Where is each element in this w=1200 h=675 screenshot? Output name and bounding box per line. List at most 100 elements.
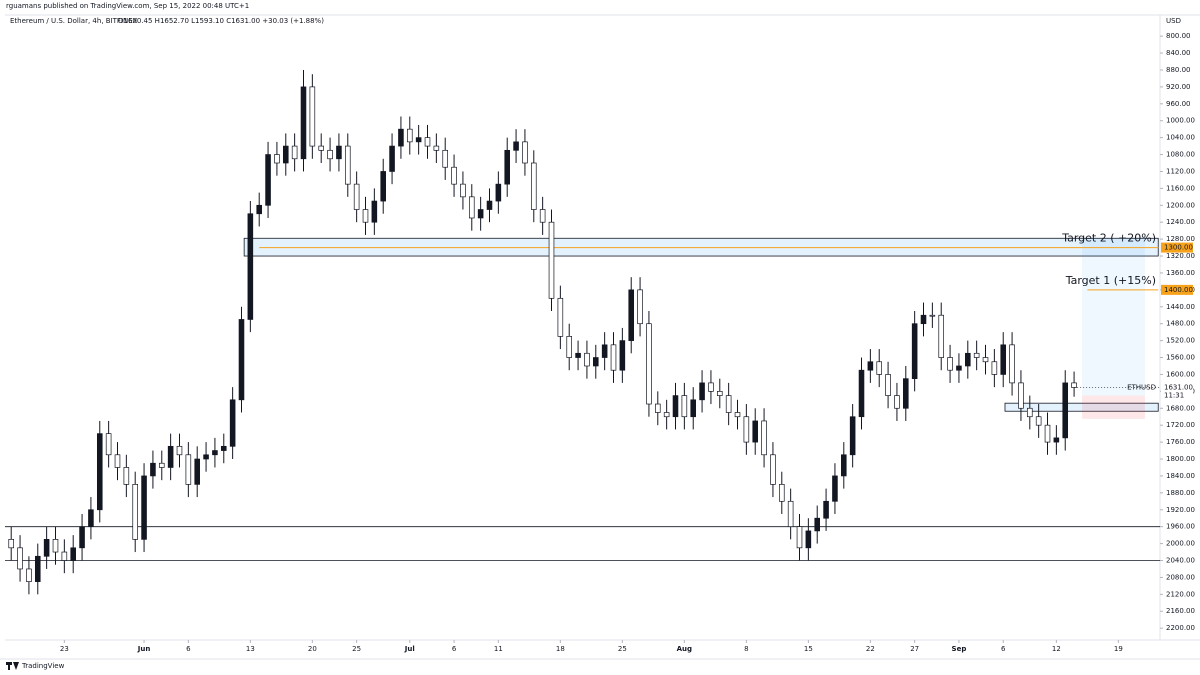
target-badge-label: 1400.00	[1164, 286, 1193, 294]
candle-body	[256, 204, 262, 215]
candle-body	[1062, 382, 1069, 439]
candle-body	[885, 374, 891, 396]
candle-body	[947, 357, 953, 371]
candle-body	[1035, 416, 1042, 426]
x-tick-label: 6	[452, 645, 457, 653]
candle-body	[593, 357, 599, 367]
candle-body	[575, 352, 581, 358]
candle-body	[1044, 424, 1051, 443]
x-tick-label: 8	[744, 645, 748, 653]
candle-body	[79, 526, 85, 549]
candle-body	[911, 323, 918, 380]
candle-body	[238, 319, 245, 401]
target-badge-label: 1300.00	[1164, 244, 1193, 252]
candle-body	[327, 149, 333, 160]
candle-body	[158, 462, 165, 468]
candle-body	[17, 547, 23, 570]
position-loss	[1082, 395, 1145, 419]
y-tick-label: 2120.00	[1166, 590, 1195, 598]
candle-body	[132, 484, 138, 540]
x-tick-label: 19	[1114, 645, 1123, 653]
candle-body	[1027, 407, 1033, 418]
candle-body	[477, 209, 484, 219]
price-badge-label: 1631.00	[1164, 384, 1193, 392]
candle-body	[442, 149, 448, 168]
candle-body	[229, 399, 236, 447]
candle-body	[318, 145, 324, 151]
candle-body	[965, 352, 971, 367]
candle-body	[823, 500, 829, 519]
y-tick-label: 1800.00	[1166, 455, 1195, 463]
candle-body	[929, 314, 936, 317]
candle-body	[991, 361, 998, 375]
logo	[6, 662, 19, 670]
candle-body	[150, 462, 156, 477]
y-tick-label: 1600.00	[1166, 370, 1195, 378]
candle-body	[380, 171, 386, 202]
candle-body	[247, 213, 254, 320]
candle-body	[185, 454, 192, 485]
candle-body	[663, 412, 670, 418]
y-tick-label: 1000.00	[1166, 117, 1195, 125]
candle-body	[176, 445, 183, 456]
candle-body	[681, 395, 688, 418]
candle-body	[61, 551, 68, 561]
candle-body	[309, 86, 316, 147]
candle-body	[530, 162, 537, 210]
candle-body	[973, 352, 980, 358]
y-tick-label: 2160.00	[1166, 607, 1195, 615]
target-label: Target 2 ( +20%)	[1061, 232, 1156, 245]
price-badge	[1161, 382, 1193, 400]
y-tick-label: 1760.00	[1166, 438, 1195, 446]
y-tick-label: 1440.00	[1166, 303, 1195, 311]
y-tick-label: 1320.00	[1166, 252, 1195, 260]
x-tick-label: 15	[804, 645, 813, 653]
y-tick-label: 960.00	[1166, 100, 1191, 108]
candle-body	[832, 475, 838, 502]
y-tick-label: 2080.00	[1166, 573, 1195, 581]
price-countdown: 11:31	[1164, 392, 1184, 400]
candle-body	[495, 183, 502, 202]
candle-body	[1053, 437, 1060, 443]
candle-body	[787, 500, 794, 528]
candle-body	[566, 336, 572, 358]
candle-body	[167, 445, 174, 468]
candle-body	[43, 539, 50, 557]
candle-body	[690, 399, 697, 418]
y-tick-label: 1240.00	[1166, 218, 1195, 226]
candle-body	[849, 416, 856, 456]
x-tick-label: 11	[494, 645, 503, 653]
y-tick-label: 1040.00	[1166, 134, 1195, 142]
candle-body	[539, 209, 546, 223]
candle-body	[88, 509, 94, 528]
candle-body	[26, 568, 32, 582]
candle-body	[460, 183, 466, 198]
candle-body	[601, 344, 608, 358]
candle-body	[672, 395, 679, 418]
candle-body	[584, 352, 590, 367]
candle-body	[522, 141, 528, 164]
candle-body	[779, 484, 785, 502]
x-tick-label: 27	[910, 645, 919, 653]
candle-body	[194, 458, 200, 485]
candle-body	[504, 149, 510, 185]
candle-body	[203, 454, 209, 460]
x-tick-label: 6	[1001, 645, 1006, 653]
position-profit	[1082, 238, 1145, 396]
candle-body	[743, 416, 750, 443]
candle-body	[708, 382, 714, 392]
y-tick-label: 1880.00	[1166, 489, 1195, 497]
candle-body	[96, 433, 103, 511]
y-tick-label: 1080.00	[1166, 151, 1195, 159]
candle-body	[265, 154, 271, 206]
candle-body	[336, 145, 342, 160]
candle-body	[752, 420, 759, 443]
candle-body	[1000, 344, 1007, 375]
candle-body	[646, 323, 652, 405]
candle-body	[389, 145, 395, 172]
y-tick-label: 1200.00	[1166, 201, 1195, 209]
candle-body	[628, 289, 635, 341]
candle-body	[610, 344, 617, 371]
candle-body	[903, 378, 909, 409]
